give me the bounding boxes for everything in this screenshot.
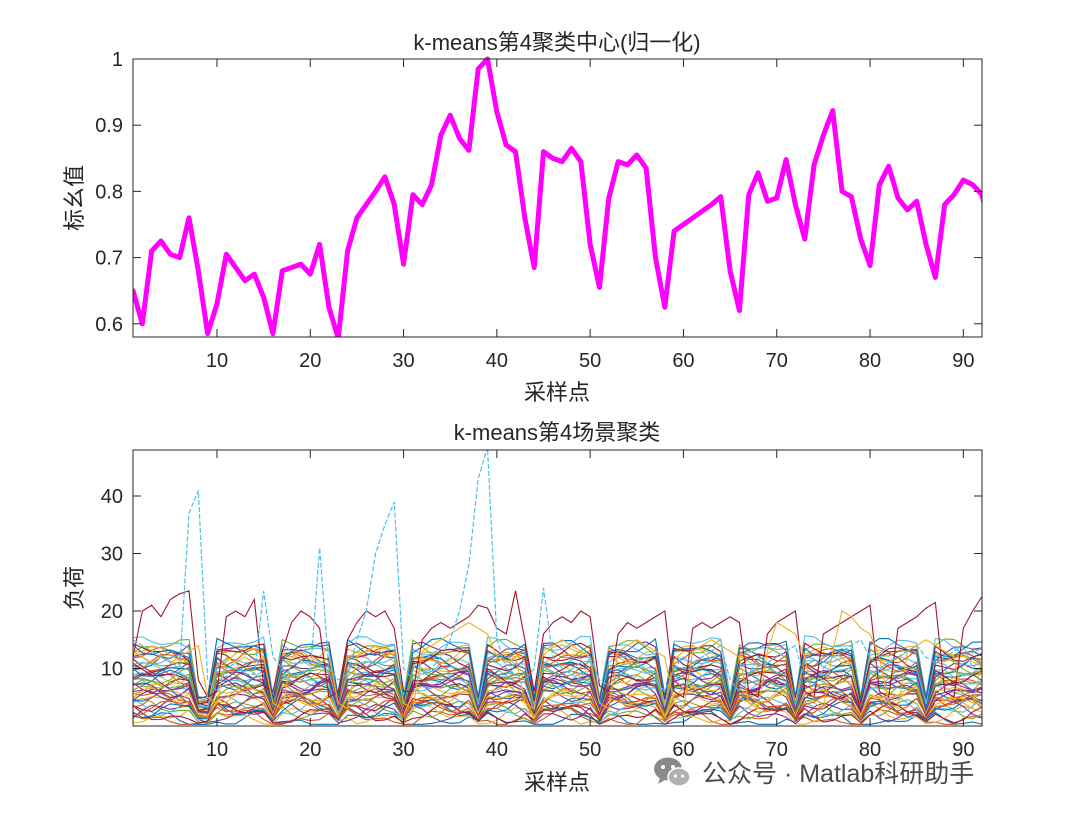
x-tick-label: 80 [859,739,881,761]
scenario-line-peak [133,450,982,693]
scenario-line-high [133,610,982,710]
bottom-scenario-line-group [133,450,982,725]
x-tick-label: 40 [486,739,508,761]
x-tick-label: 20 [299,350,321,372]
x-tick-label: 10 [206,350,228,372]
top-x-axis-label: 采样点 [524,380,590,405]
watermark: 公众号 · Matlab科研助手 [652,752,974,792]
top-y-ticks: 0.6 0.7 0.8 0.9 1 [95,49,982,336]
scenario-line-high [133,590,982,699]
x-tick-label: 80 [859,350,881,372]
y-tick-label: 1 [112,49,123,71]
bottom-chart-title: k-means第4场景聚类 [454,420,661,445]
center-series-line [133,56,982,337]
top-chart-title: k-means第4聚类中心(归一化) [413,30,700,55]
x-tick-label: 50 [579,739,601,761]
bottom-y-axis-label: 负荷 [62,566,87,610]
top-x-ticks: 10 20 30 40 50 60 70 80 90 [206,59,974,372]
x-tick-label: 60 [672,350,694,372]
wechat-icon [654,757,691,787]
x-tick-label: 90 [952,350,974,372]
x-tick-label: 30 [392,739,414,761]
x-tick-label: 90 [952,739,974,761]
x-tick-label: 70 [766,739,788,761]
x-tick-label: 70 [766,350,788,372]
y-tick-label: 20 [101,601,123,623]
y-tick-label: 0.8 [95,181,123,203]
top-axes: 10 20 30 40 50 60 70 80 90 0.6 0.7 0.8 0.9 1 k-means… [62,30,983,405]
y-tick-label: 30 [101,544,123,566]
x-tick-label: 50 [579,350,601,372]
y-tick-label: 0.7 [95,248,123,270]
bottom-y-ticks: 10 20 30 40 [101,486,982,681]
x-tick-label: 40 [486,350,508,372]
top-axes-box [132,58,983,338]
x-tick-label: 20 [299,739,321,761]
bottom-axes: 10 20 30 40 50 60 70 80 90 10 20 30 40 k-means第4场景聚… [62,420,983,795]
scenario-line [133,679,982,718]
x-tick-label: 30 [392,350,414,372]
bottom-axes-box [132,449,983,727]
y-tick-label: 0.9 [95,115,123,137]
top-center-line-group [133,56,982,337]
x-tick-label: 60 [672,739,694,761]
scenario-line [133,694,982,722]
scenario-line [133,702,982,725]
top-y-axis-label: 标幺值 [62,165,87,231]
x-tick-label: 10 [206,739,228,761]
y-tick-label: 10 [101,659,123,681]
top-plot-area [133,59,982,337]
scenario-line [133,670,982,715]
y-tick-label: 40 [101,486,123,508]
watermark-text: 公众号 · Matlab科研助手 [702,760,975,788]
y-tick-label: 0.6 [95,314,123,336]
bottom-x-axis-label: 采样点 [524,770,590,795]
bottom-x-ticks: 10 20 30 40 50 60 70 80 90 [206,450,974,761]
